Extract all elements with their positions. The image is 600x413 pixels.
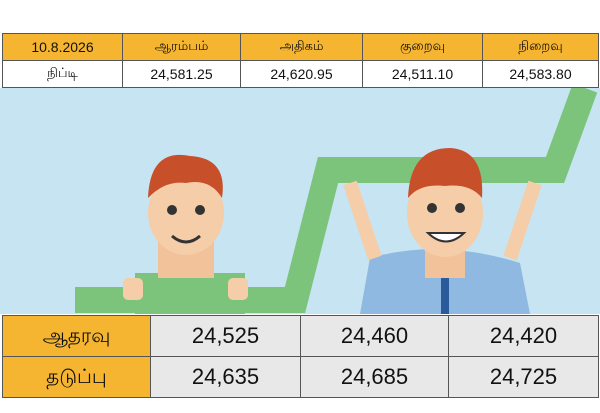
level-value: 24,685 (300, 356, 449, 398)
level-value: 24,525 (150, 315, 301, 357)
price-value: 24,620.95 (240, 60, 363, 88)
level-label: தடுப்பு (2, 356, 151, 398)
date-cell: 10.8.2026 (2, 33, 123, 61)
level-value: 24,725 (448, 356, 599, 398)
price-value: 24,583.80 (482, 60, 599, 88)
level-value: 24,420 (448, 315, 599, 357)
level-value: 24,460 (300, 315, 449, 357)
level-label: ஆதரவு (2, 315, 151, 357)
illustration (0, 88, 600, 314)
level-value: 24,635 (150, 356, 301, 398)
column-header: குறைவு (362, 33, 483, 61)
column-header: அதிகம் (240, 33, 363, 61)
price-value: 24,581.25 (122, 60, 241, 88)
column-header: நிறைவு (482, 33, 599, 61)
price-value: 24,511.10 (362, 60, 483, 88)
column-header: ஆரம்பம் (122, 33, 241, 61)
row-label: நிப்டி (2, 60, 123, 88)
